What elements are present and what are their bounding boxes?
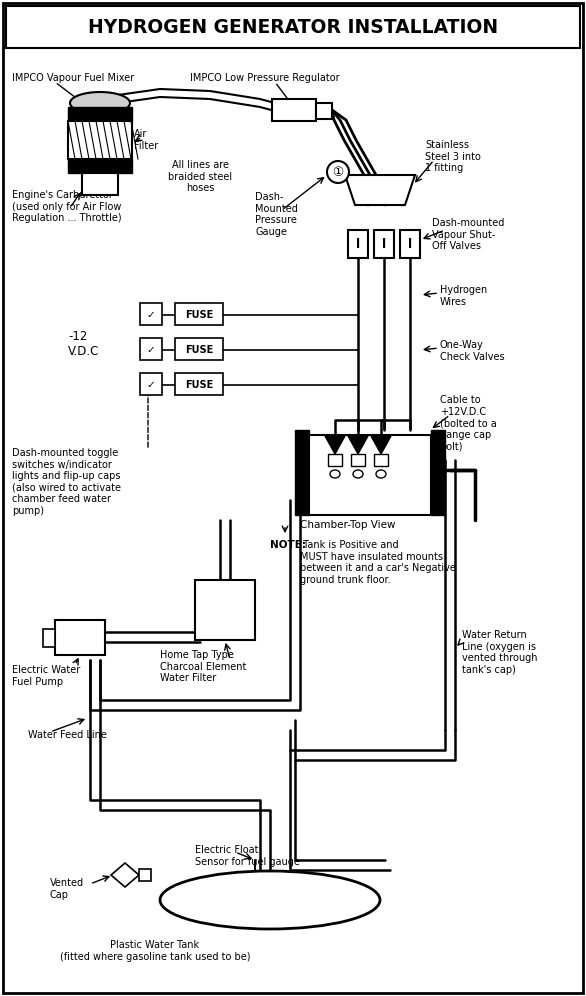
Text: IMPCO Vapour Fuel Mixer: IMPCO Vapour Fuel Mixer	[12, 73, 134, 83]
Text: FUSE: FUSE	[185, 310, 213, 320]
Text: Cable to
+12V.D.C
(bolted to a
flange cap
bolt): Cable to +12V.D.C (bolted to a flange ca…	[440, 395, 497, 451]
Bar	[309, 435, 431, 515]
Text: Tank is Positive and
MUST have insulated mounts
between it and a car's Negative
: Tank is Positive and MUST have insulated…	[300, 540, 456, 585]
Text: Engine's Carburettor
(used only for Air Flow
Regulation ... Throttle): Engine's Carburettor (used only for Air …	[12, 190, 122, 223]
Text: Air
Filter: Air Filter	[134, 129, 158, 150]
Bar	[140, 373, 162, 395]
Text: Plastic Water Tank
(fitted where gasoline tank used to be): Plastic Water Tank (fitted where gasolin…	[60, 940, 250, 961]
Text: Chamber-Top View: Chamber-Top View	[300, 520, 396, 530]
Text: Water Feed Line: Water Feed Line	[28, 730, 107, 740]
Text: Electric Water
Fuel Pump: Electric Water Fuel Pump	[12, 665, 80, 686]
Bar	[295, 430, 309, 515]
Ellipse shape	[376, 470, 386, 478]
Bar	[175, 303, 223, 325]
Bar	[351, 454, 365, 466]
Text: All lines are
braided steel
hoses: All lines are braided steel hoses	[168, 160, 232, 193]
Polygon shape	[371, 436, 391, 454]
Bar	[82, 173, 118, 195]
Text: Dash-
Mounted
Pressure
Gauge: Dash- Mounted Pressure Gauge	[255, 192, 298, 237]
Text: Stainless
Steel 3 into
1 fitting: Stainless Steel 3 into 1 fitting	[425, 140, 481, 173]
Text: HYDROGEN GENERATOR INSTALLATION: HYDROGEN GENERATOR INSTALLATION	[88, 18, 498, 37]
Bar	[175, 338, 223, 360]
Ellipse shape	[330, 470, 340, 478]
Bar	[374, 454, 388, 466]
Text: ✓: ✓	[146, 310, 155, 320]
Bar	[43, 629, 55, 647]
Text: l: l	[356, 237, 360, 251]
Bar	[431, 430, 445, 515]
Text: FUSE: FUSE	[185, 345, 213, 355]
Text: FUSE: FUSE	[185, 380, 213, 390]
Text: Vented
Cap: Vented Cap	[50, 878, 84, 899]
Text: Electric Float
Sensor for fuel gauge: Electric Float Sensor for fuel gauge	[195, 845, 300, 867]
Text: Water Return
Line (oxygen is
vented through
tank's cap): Water Return Line (oxygen is vented thro…	[462, 630, 537, 675]
Polygon shape	[325, 436, 345, 454]
Bar	[348, 230, 368, 258]
Text: IMPCO Low Pressure Regulator: IMPCO Low Pressure Regulator	[190, 73, 340, 83]
Text: Home Tap Type
Charcoal Element
Water Filter: Home Tap Type Charcoal Element Water Fil…	[160, 650, 246, 683]
Bar	[140, 303, 162, 325]
Bar	[328, 454, 342, 466]
Polygon shape	[348, 436, 368, 454]
Polygon shape	[111, 863, 139, 887]
Text: ①: ①	[332, 165, 343, 178]
Bar	[68, 121, 132, 159]
Bar	[316, 103, 332, 119]
Text: ✓: ✓	[146, 380, 155, 390]
Ellipse shape	[70, 92, 130, 114]
Polygon shape	[345, 175, 415, 205]
Text: Hydrogen
Wires: Hydrogen Wires	[440, 285, 487, 307]
Ellipse shape	[353, 470, 363, 478]
Bar	[140, 338, 162, 360]
Bar	[195, 580, 255, 640]
Ellipse shape	[327, 161, 349, 183]
Bar	[374, 230, 394, 258]
Text: Dash-mounted toggle
switches w/indicator
lights and flip-up caps
(also wired to : Dash-mounted toggle switches w/indicator…	[12, 448, 121, 516]
Bar	[68, 159, 132, 173]
Text: l: l	[408, 237, 412, 251]
Bar	[55, 620, 105, 655]
Bar	[175, 373, 223, 395]
Bar	[68, 107, 132, 121]
Bar	[139, 869, 151, 881]
Text: NOTE:: NOTE:	[270, 540, 306, 550]
Text: -12
V.D.C: -12 V.D.C	[68, 330, 100, 358]
Text: ✓: ✓	[146, 345, 155, 355]
Text: l: l	[382, 237, 386, 251]
Bar	[400, 230, 420, 258]
Bar	[6, 6, 580, 48]
Text: One-Way
Check Valves: One-Way Check Valves	[440, 340, 505, 362]
Ellipse shape	[160, 871, 380, 929]
Bar	[272, 99, 316, 121]
Text: Dash-mounted
Vapour Shut-
Off Valves: Dash-mounted Vapour Shut- Off Valves	[432, 218, 505, 251]
